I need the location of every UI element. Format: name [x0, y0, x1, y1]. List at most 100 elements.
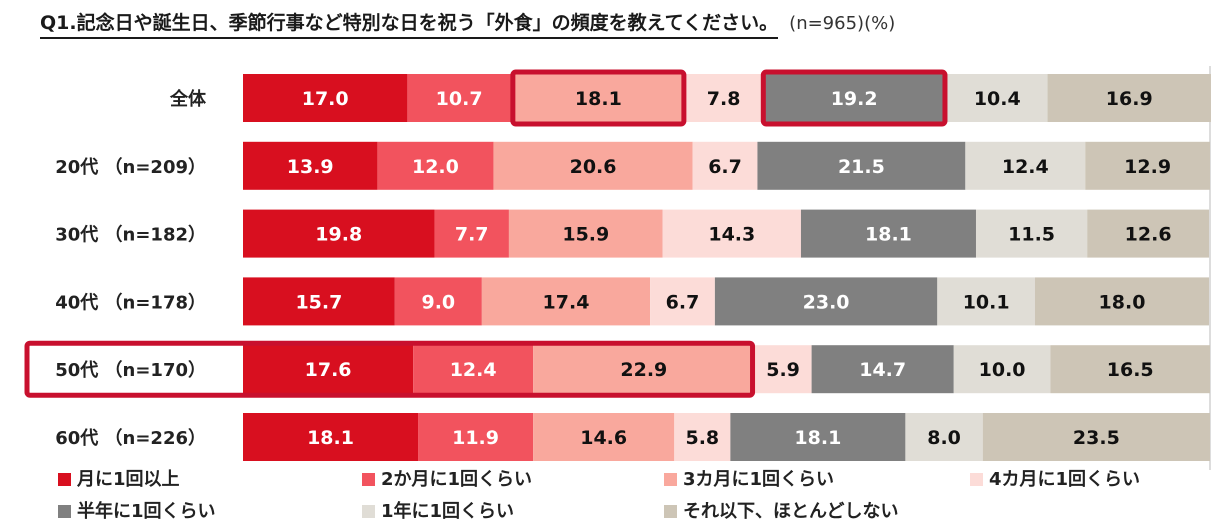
bar-segment — [510, 74, 686, 122]
bar-segment — [407, 74, 511, 122]
bar-segment — [243, 277, 395, 326]
data-label: 5.9 — [766, 359, 800, 381]
data-label: 12.4 — [450, 359, 497, 381]
bar-segment — [481, 277, 651, 326]
legend-label: 4カ月に1回くらい — [989, 469, 1141, 490]
data-label: 21.5 — [838, 156, 885, 178]
title-line: Q1.記念日や誕生日、季節行事など特別な日を祝う「外食」の頻度を教えてください。… — [40, 8, 1220, 42]
data-label: 14.3 — [708, 224, 755, 246]
bar-segment — [243, 74, 408, 122]
bar-segment — [975, 209, 1088, 258]
highlight-frame — [24, 340, 756, 398]
data-label: 8.0 — [927, 427, 961, 449]
data-label: 5.8 — [685, 427, 719, 449]
data-label: 17.6 — [305, 359, 352, 381]
data-label: 10.7 — [436, 88, 483, 110]
legend-item: 3カ月に1回くらい — [664, 469, 834, 491]
data-label: 11.9 — [452, 427, 499, 449]
data-label: 18.0 — [1099, 291, 1146, 313]
bar-segment — [243, 345, 414, 394]
bar-segment — [533, 345, 755, 394]
data-label: 15.9 — [562, 224, 609, 246]
legend-item: それ以下、ほとんどしない — [664, 501, 898, 523]
category-label: 全体 — [169, 88, 207, 110]
data-label: 7.7 — [455, 224, 489, 246]
bar-segment — [650, 277, 715, 326]
legend-label: 3カ月に1回くらい — [683, 469, 835, 490]
data-label: 17.0 — [302, 88, 349, 110]
bar-segment — [800, 209, 976, 258]
bar-segment — [982, 413, 1210, 461]
data-label: 18.1 — [575, 88, 622, 110]
data-label: 16.9 — [1106, 88, 1153, 110]
bar-segment — [754, 345, 812, 394]
data-label: 10.4 — [974, 88, 1021, 110]
legend-label: それ以下、ほとんどしない — [683, 501, 899, 522]
bar-segment — [377, 141, 494, 190]
data-label: 18.1 — [307, 427, 354, 449]
data-label: 18.1 — [865, 224, 912, 246]
category-label: 30代 （n=182） — [55, 225, 206, 246]
data-label: 10.0 — [979, 359, 1026, 381]
category-label: 40代 （n=178） — [55, 292, 206, 313]
legend-label: 月に1回以上 — [77, 469, 180, 490]
bar-segment — [674, 413, 731, 461]
bar-segment — [761, 74, 947, 122]
legend-item: 月に1回以上 — [58, 469, 180, 491]
highlight-frame — [510, 69, 687, 127]
data-label: 12.0 — [412, 156, 459, 178]
category-label: 50代 （n=170） — [55, 360, 206, 381]
bar-segment — [508, 209, 663, 258]
data-label: 14.7 — [859, 359, 906, 381]
bar-segment — [1034, 277, 1210, 326]
data-label: 15.7 — [295, 291, 342, 313]
legend-swatch — [58, 473, 71, 486]
data-label: 12.9 — [1124, 156, 1171, 178]
data-label: 16.5 — [1107, 359, 1154, 381]
bar-segment — [757, 141, 966, 190]
data-label: 11.5 — [1008, 224, 1055, 246]
bar-segment — [533, 413, 675, 461]
bar-segment — [413, 345, 534, 394]
bar-segment — [243, 141, 378, 190]
legend-item: 4カ月に1回くらい — [970, 469, 1140, 491]
bar-segment — [685, 74, 762, 122]
bar-segment — [493, 141, 693, 190]
legend-swatch — [664, 473, 677, 486]
highlight-frame — [760, 69, 948, 127]
bar-segment — [692, 141, 758, 190]
data-label: 22.9 — [620, 359, 667, 381]
data-label: 23.5 — [1073, 427, 1120, 449]
bar-segment — [1085, 141, 1210, 190]
category-label: 20代 （n=209） — [55, 157, 206, 178]
data-label: 14.6 — [580, 427, 627, 449]
data-label: 13.9 — [287, 156, 334, 178]
data-label: 6.7 — [666, 291, 700, 313]
bar-segment — [811, 345, 954, 394]
bar-segment — [1050, 345, 1210, 394]
data-label: 23.0 — [803, 291, 850, 313]
data-label: 18.1 — [794, 427, 841, 449]
data-label: 10.1 — [963, 291, 1010, 313]
legend-swatch — [58, 505, 71, 518]
bar-segment — [946, 74, 1048, 122]
bar-segment — [1087, 209, 1210, 258]
legend-item: 2か月に1回くらい — [362, 469, 532, 491]
bar-segment — [953, 345, 1051, 394]
bar-segment — [243, 209, 435, 258]
legend-item: 1年に1回くらい — [362, 501, 514, 523]
bar-segment — [394, 277, 482, 326]
bar-segment — [714, 277, 938, 326]
bar-segment — [418, 413, 534, 461]
legend-swatch — [362, 473, 375, 486]
chart-subtitle: (n=965)(%) — [789, 13, 896, 34]
legend-swatch — [362, 505, 375, 518]
legend-label: 1年に1回くらい — [381, 501, 515, 522]
bar-segment — [243, 413, 419, 461]
bar-segment — [937, 277, 1035, 326]
chart-title: Q1.記念日や誕生日、季節行事など特別な日を祝う「外食」の頻度を教えてください。 — [40, 8, 779, 39]
bar-segment — [965, 141, 1086, 190]
data-label: 20.6 — [570, 156, 617, 178]
legend-label: 半年に1回くらい — [77, 501, 216, 522]
